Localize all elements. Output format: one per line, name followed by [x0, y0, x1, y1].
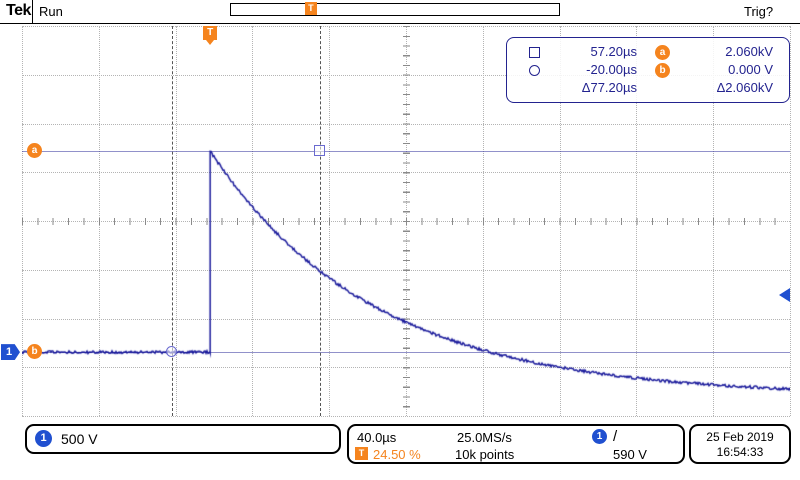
cursor-square-time: 57.20µs [545, 44, 637, 59]
cursor-readout-panel: 57.20µs a 2.060kV -20.00µs b 0.000 V Δ77… [506, 37, 790, 103]
header-divider [32, 0, 33, 23]
circle-cursor-icon [529, 65, 540, 76]
trigger-level-arrow-icon [779, 288, 790, 302]
trigger-source-badge: 1 [592, 429, 607, 444]
cursor-a-value: 2.060kV [677, 44, 773, 59]
time-readout: 16:54:33 [691, 445, 789, 459]
timebase-readout: 40.0µs [357, 430, 396, 445]
cursor-row-delta: Δ77.20µs Δ2.060kV [507, 80, 789, 98]
channel1-position-marker: 1 [1, 344, 20, 360]
acquisition-status: Run [39, 4, 63, 19]
square-cursor-icon [529, 47, 540, 58]
cursor-row-square: 57.20µs a 2.060kV [507, 44, 789, 62]
cursor-a-badge-icon: a [655, 45, 670, 60]
trigger-slope-icon: / [613, 428, 617, 445]
cursor-b-badge-icon: b [655, 63, 670, 78]
channel1-readout-box: 1 500 V [25, 424, 341, 454]
record-view-bar [230, 3, 560, 16]
cursor-row-circle: -20.00µs b 0.000 V [507, 62, 789, 80]
cursor-delta-value: Δ2.060kV [677, 80, 773, 95]
horizontal-trigger-readout-box: 40.0µs T 24.50 % 25.0MS/s 10k points 1 /… [347, 424, 685, 464]
cursor-delta-time: Δ77.20µs [545, 80, 637, 95]
header-bar: Tek Run T Trig? [0, 0, 800, 24]
sample-rate-readout: 25.0MS/s [457, 430, 512, 445]
cursor-square-marker-icon [314, 145, 325, 156]
record-length-readout: 10k points [455, 447, 514, 462]
tek-logo: Tek [6, 2, 31, 20]
record-trigger-position-icon: T [305, 2, 317, 15]
datetime-box: 25 Feb 2019 16:54:33 [689, 424, 791, 464]
channel1-scale: 500 V [61, 431, 98, 447]
cursor-b-value: 0.000 V [677, 62, 773, 77]
trigger-position-flag: T [203, 26, 217, 40]
trigger-position-flag-tip-icon [206, 40, 214, 45]
oscilloscope-screen: Tek Run T Trig? a b T 1 57.20µs a 2.060k… [0, 0, 800, 480]
date-readout: 25 Feb 2019 [691, 430, 789, 444]
trigger-position-icon: T [355, 447, 368, 460]
channel1-badge: 1 [35, 430, 52, 447]
cursor-circle-marker-icon [166, 346, 177, 357]
trigger-level-readout: 590 V [613, 447, 647, 462]
trigger-position-percent: 24.50 % [373, 447, 421, 462]
trigger-status: Trig? [744, 4, 773, 19]
cursor-circle-time: -20.00µs [545, 62, 637, 77]
